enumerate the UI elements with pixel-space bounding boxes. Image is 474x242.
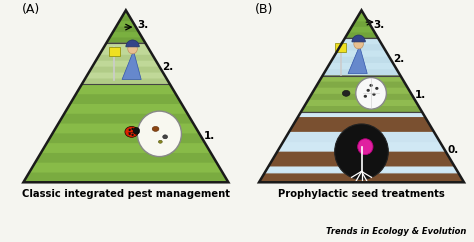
Ellipse shape xyxy=(372,93,375,96)
Ellipse shape xyxy=(369,84,373,87)
Text: 2.: 2. xyxy=(162,62,173,72)
Circle shape xyxy=(128,129,131,131)
Ellipse shape xyxy=(364,95,367,98)
Polygon shape xyxy=(122,51,141,79)
Text: (B): (B) xyxy=(255,3,273,16)
Polygon shape xyxy=(283,132,440,142)
Text: 1.: 1. xyxy=(415,90,426,100)
Polygon shape xyxy=(23,173,228,182)
Polygon shape xyxy=(47,133,205,143)
Circle shape xyxy=(358,139,373,155)
Polygon shape xyxy=(301,76,422,112)
Circle shape xyxy=(354,39,364,49)
Polygon shape xyxy=(352,21,372,27)
Polygon shape xyxy=(335,43,346,52)
Circle shape xyxy=(131,134,134,136)
Text: 1.: 1. xyxy=(203,131,215,141)
Text: (A): (A) xyxy=(21,3,40,16)
Wedge shape xyxy=(126,40,139,47)
Circle shape xyxy=(128,44,137,54)
Polygon shape xyxy=(58,114,193,124)
Polygon shape xyxy=(289,117,434,132)
Text: 3.: 3. xyxy=(373,20,384,30)
Polygon shape xyxy=(337,44,385,51)
Polygon shape xyxy=(315,82,408,88)
Polygon shape xyxy=(323,38,401,76)
Circle shape xyxy=(356,77,386,109)
Ellipse shape xyxy=(366,89,370,92)
Polygon shape xyxy=(348,46,367,74)
Circle shape xyxy=(131,128,134,130)
Polygon shape xyxy=(35,153,217,163)
Text: 3.: 3. xyxy=(137,20,149,30)
Text: 2.: 2. xyxy=(393,54,404,64)
Polygon shape xyxy=(96,55,156,61)
Polygon shape xyxy=(323,69,401,76)
Polygon shape xyxy=(271,152,452,162)
Polygon shape xyxy=(259,112,464,182)
Text: Classic integrated pest management: Classic integrated pest management xyxy=(22,189,230,199)
Polygon shape xyxy=(345,10,378,38)
Text: Prophylactic seed treatments: Prophylactic seed treatments xyxy=(278,189,445,199)
Polygon shape xyxy=(345,32,378,38)
Ellipse shape xyxy=(342,90,350,96)
Polygon shape xyxy=(330,57,393,63)
Polygon shape xyxy=(308,94,415,100)
Polygon shape xyxy=(119,16,132,21)
Polygon shape xyxy=(109,47,120,56)
Polygon shape xyxy=(268,152,455,166)
Text: 0.: 0. xyxy=(447,145,459,155)
Polygon shape xyxy=(107,38,146,43)
Circle shape xyxy=(335,124,388,179)
Ellipse shape xyxy=(158,140,162,143)
Ellipse shape xyxy=(125,126,138,137)
Polygon shape xyxy=(259,173,464,182)
Text: Trends in Ecology & Evolution: Trends in Ecology & Evolution xyxy=(327,227,467,236)
Ellipse shape xyxy=(163,135,167,139)
Polygon shape xyxy=(107,10,146,43)
Polygon shape xyxy=(82,78,170,84)
Polygon shape xyxy=(23,84,228,182)
Polygon shape xyxy=(113,27,139,32)
Polygon shape xyxy=(82,43,170,84)
Circle shape xyxy=(128,133,131,135)
Polygon shape xyxy=(89,67,163,73)
Polygon shape xyxy=(259,172,464,182)
Polygon shape xyxy=(301,106,422,112)
Circle shape xyxy=(133,128,140,134)
Ellipse shape xyxy=(375,87,379,90)
Circle shape xyxy=(137,111,182,157)
Ellipse shape xyxy=(152,126,159,131)
Polygon shape xyxy=(70,94,182,104)
Wedge shape xyxy=(352,35,365,42)
